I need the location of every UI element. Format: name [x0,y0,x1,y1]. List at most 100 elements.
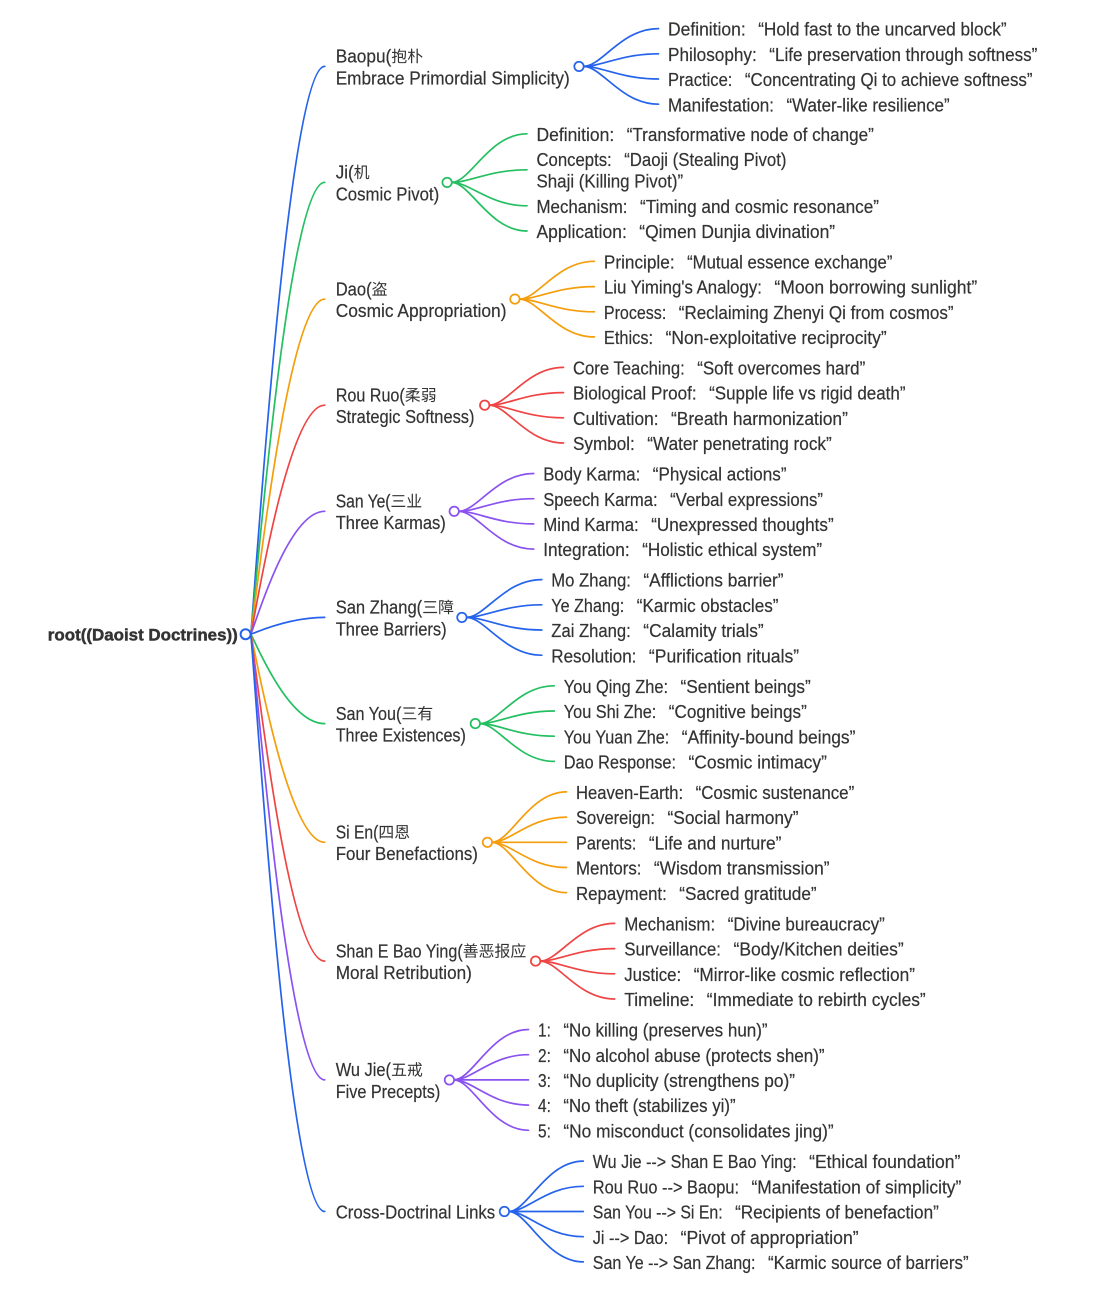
svg-text:“Moon borrowing sunlight”: “Moon borrowing sunlight” [774,278,977,298]
svg-text:Concepts:: Concepts: [537,150,612,170]
svg-text:“Pivot of appropriation”: “Pivot of appropriation” [681,1228,859,1248]
svg-text:Ji(: Ji( [336,163,354,183]
svg-text:Three Barriers): Three Barriers) [336,619,447,639]
svg-text:“Cosmic sustenance”: “Cosmic sustenance” [696,783,855,803]
svg-text:“Mirror-like cosmic reflection: “Mirror-like cosmic reflection” [694,965,915,985]
svg-text:“Non-exploitative reciprocity”: “Non-exploitative reciprocity” [666,328,887,348]
svg-text:“Physical actions”: “Physical actions” [653,465,787,485]
svg-text:Shaji (Killing Pivot)”: Shaji (Killing Pivot)” [537,172,684,192]
svg-text:Surveillance:: Surveillance: [624,940,721,960]
svg-text:San Ye(: San Ye( [336,492,391,512]
svg-text:“Holistic ethical system”: “Holistic ethical system” [642,540,822,560]
svg-text:San You --> Si En:: San You --> Si En: [593,1203,723,1223]
svg-text:Resolution:: Resolution: [551,646,636,666]
svg-text:Rou Ruo(: Rou Ruo( [336,386,405,406]
svg-text:Shan E Bao Ying(: Shan E Bao Ying( [336,941,463,961]
svg-text:You Yuan Zhe:: You Yuan Zhe: [564,727,670,747]
svg-text:“Ethical foundation”: “Ethical foundation” [809,1152,960,1172]
svg-text:Baopu(: Baopu( [336,47,392,67]
svg-text:Si En(: Si En( [336,823,379,843]
svg-text:“Concentrating Qi to achieve s: “Concentrating Qi to achieve softness” [745,70,1033,90]
svg-text:Ji --> Dao:: Ji --> Dao: [593,1228,668,1248]
svg-text:“Life preservation through sof: “Life preservation through softness” [769,45,1037,65]
svg-text:Symbol:: Symbol: [573,434,635,454]
svg-text:Mentors:: Mentors: [576,859,641,879]
svg-text:San Zhang(: San Zhang( [336,598,423,618]
svg-text:“Mutual essence exchange”: “Mutual essence exchange” [687,252,892,272]
svg-text:Definition:: Definition: [668,20,746,40]
svg-text:Philosophy:: Philosophy: [668,45,757,65]
svg-text:“Affinity-bound beings”: “Affinity-bound beings” [682,727,856,747]
svg-text:“Reclaiming Zhenyi Qi from cos: “Reclaiming Zhenyi Qi from cosmos” [679,303,954,323]
svg-text:Practice:: Practice: [668,70,732,90]
svg-text:“Qimen Dunjia divination”: “Qimen Dunjia divination” [639,222,835,242]
svg-text:Principle:: Principle: [604,252,675,272]
svg-text:“Cognitive beings”: “Cognitive beings” [669,702,807,722]
svg-text:Core Teaching:: Core Teaching: [573,359,685,379]
svg-text:Cosmic Pivot): Cosmic Pivot) [336,184,440,204]
svg-text:“Sacred gratitude”: “Sacred gratitude” [679,884,816,904]
svg-text:Four Benefactions): Four Benefactions) [336,844,478,864]
svg-text:“No theft (stabilizes yi)”: “No theft (stabilizes yi)” [563,1096,735,1116]
svg-text:Manifestation:: Manifestation: [668,95,774,115]
svg-text:3:: 3: [538,1071,551,1091]
svg-text:“Wisdom transmission”: “Wisdom transmission” [654,859,830,879]
svg-text:Mo Zhang:: Mo Zhang: [551,571,631,591]
svg-text:San Ye --> San Zhang:: San Ye --> San Zhang: [593,1253,756,1273]
svg-text:Justice:: Justice: [624,965,681,985]
svg-text:Timeline:: Timeline: [624,990,694,1010]
svg-text:Sovereign:: Sovereign: [576,808,655,828]
svg-text:Rou Ruo --> Baopu:: Rou Ruo --> Baopu: [593,1177,739,1197]
svg-text:1:: 1: [538,1021,551,1041]
svg-text:Moral Retribution): Moral Retribution) [336,963,472,983]
svg-text:Wu Jie --> Shan E Bao Ying:: Wu Jie --> Shan E Bao Ying: [593,1152,797,1172]
svg-text:Biological Proof:: Biological Proof: [573,384,697,404]
svg-text:“Social harmony”: “Social harmony” [668,808,799,828]
svg-text:Strategic Softness): Strategic Softness) [336,407,475,427]
svg-text:Ethics:: Ethics: [604,328,653,348]
svg-text:“No alcohol abuse (protects sh: “No alcohol abuse (protects shen)” [563,1046,824,1066]
svg-text:“Calamity trials”: “Calamity trials” [643,621,763,641]
svg-text:“Manifestation of simplicity”: “Manifestation of simplicity” [752,1177,962,1197]
svg-text:You Shi Zhe:: You Shi Zhe: [564,702,657,722]
svg-text:“Karmic obstacles”: “Karmic obstacles” [637,596,779,616]
svg-text:4:: 4: [538,1096,551,1116]
svg-text:“Water penetrating rock”: “Water penetrating rock” [647,434,831,454]
svg-text:“Timing and cosmic resonance”: “Timing and cosmic resonance” [640,197,879,217]
svg-text:Repayment:: Repayment: [576,884,667,904]
svg-text:“Water-like resilience”: “Water-like resilience” [787,95,950,115]
svg-text:Parents:: Parents: [576,833,636,853]
svg-text:Cultivation:: Cultivation: [573,409,659,429]
svg-text:“Divine bureaucracy”: “Divine bureaucracy” [728,915,885,935]
svg-text:“Purification rituals”: “Purification rituals” [649,646,799,666]
svg-text:Definition:: Definition: [537,125,615,145]
svg-text:Three Karmas): Three Karmas) [336,513,446,533]
svg-text:Zai Zhang:: Zai Zhang: [551,621,631,641]
svg-text:“No killing (preserves hun)”: “No killing (preserves hun)” [563,1021,767,1041]
svg-text:“Recipients of benefaction”: “Recipients of benefaction” [735,1203,939,1223]
svg-text:root((Daoist Doctrines)): root((Daoist Doctrines)) [48,625,238,644]
svg-text:“Supple life vs rigid death”: “Supple life vs rigid death” [709,384,905,404]
svg-text:“Karmic source of barriers”: “Karmic source of barriers” [768,1253,969,1273]
svg-text:Process:: Process: [604,303,666,323]
svg-text:“Verbal expressions”: “Verbal expressions” [670,490,823,510]
svg-text:Five Precepts): Five Precepts) [336,1082,441,1102]
svg-text:San You(: San You( [336,704,402,724]
svg-text:“Body/Kitchen deities”: “Body/Kitchen deities” [734,940,904,960]
svg-text:“Breath harmonization”: “Breath harmonization” [671,409,848,429]
svg-text:“Immediate to rebirth cycles”: “Immediate to rebirth cycles” [707,990,926,1010]
svg-text:Wu Jie(: Wu Jie( [336,1060,391,1080]
svg-text:“Hold fast to the uncarved blo: “Hold fast to the uncarved block” [758,20,1006,40]
svg-text:Ye Zhang:: Ye Zhang: [551,596,624,616]
svg-text:You Qing Zhe:: You Qing Zhe: [564,677,668,697]
svg-text:Embrace Primordial Simplicity): Embrace Primordial Simplicity) [336,68,570,88]
svg-text:“Afflictions barrier”: “Afflictions barrier” [643,571,783,591]
svg-text:Mechanism:: Mechanism: [537,197,628,217]
svg-text:Body Karma:: Body Karma: [543,465,640,485]
svg-text:Cross-Doctrinal Links: Cross-Doctrinal Links [336,1203,496,1223]
svg-text:Application:: Application: [537,222,627,242]
svg-text:“Unexpressed thoughts”: “Unexpressed thoughts” [651,515,834,535]
svg-text:Mechanism:: Mechanism: [624,915,715,935]
svg-text:Dao Response:: Dao Response: [564,753,676,773]
svg-text:Dao(: Dao( [336,279,372,299]
